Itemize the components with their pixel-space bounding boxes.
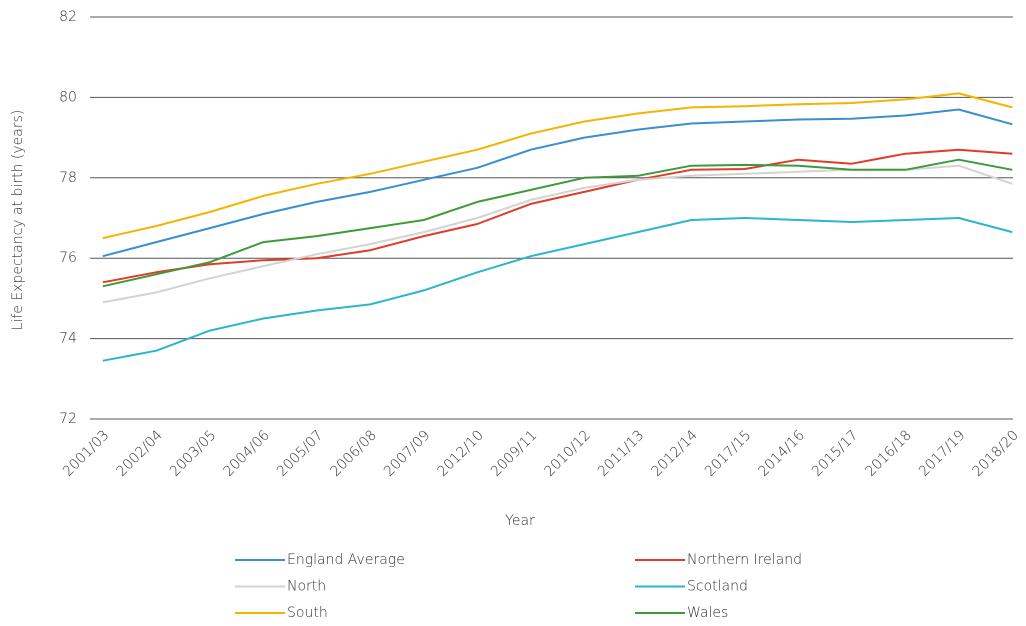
- legend-label: South: [287, 605, 328, 621]
- y-tick-label: 78: [59, 170, 77, 186]
- legend-label: Northern Ireland: [687, 552, 802, 568]
- legend-label: Wales: [687, 605, 728, 621]
- series-line: [102, 158, 1013, 288]
- x-tick-label: 2005/07: [274, 427, 326, 479]
- legend-label: Scotland: [687, 579, 748, 595]
- x-tick-label: 2014/16: [755, 427, 807, 479]
- x-tick-label: 2015/17: [809, 427, 861, 479]
- legend-label: North: [287, 579, 326, 595]
- series-line: [102, 148, 1013, 284]
- y-tick-label: 82: [59, 9, 77, 25]
- x-tick-label: 2012/14: [648, 427, 700, 479]
- x-tick-label: 2010/12: [541, 427, 593, 479]
- x-tick-label: 2017/19: [916, 427, 968, 479]
- x-tick-label: 2003/05: [167, 427, 219, 479]
- x-tick-label: 2006/08: [327, 427, 379, 479]
- x-tick-label: 2016/18: [862, 427, 914, 479]
- y-axis-title: Life Expectancy at birth (years): [10, 110, 26, 331]
- x-tick-label: 2004/06: [220, 427, 272, 479]
- series-line: [102, 164, 1013, 304]
- x-tick-label: 2002/04: [113, 427, 165, 479]
- x-tick-label: 2001/03: [60, 427, 112, 479]
- x-tick-label: 2012/10: [434, 427, 486, 479]
- legend-label: England Average: [287, 552, 405, 568]
- y-tick-label: 76: [59, 250, 77, 266]
- series-line: [102, 92, 1013, 240]
- series-line: [102, 108, 1013, 258]
- x-tick-label: 2018/20: [969, 427, 1021, 479]
- x-tick-label: 2009/11: [488, 427, 540, 479]
- y-tick-label: 80: [59, 89, 77, 105]
- y-tick-label: 74: [59, 331, 77, 347]
- x-tick-label: 2011/13: [595, 427, 647, 479]
- series-line: [102, 217, 1013, 362]
- y-tick-label: 72: [59, 411, 77, 427]
- x-tick-label: 2007/09: [381, 427, 433, 479]
- x-axis-title: Year: [505, 513, 535, 529]
- x-tick-label: 2017/15: [702, 427, 754, 479]
